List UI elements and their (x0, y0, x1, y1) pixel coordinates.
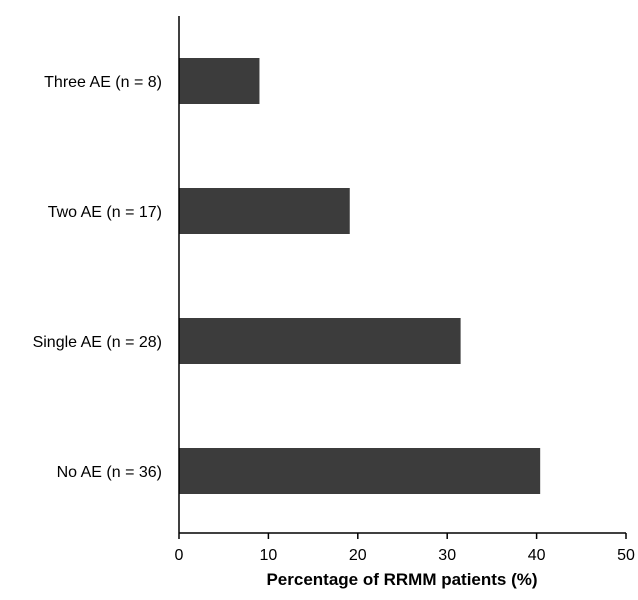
category-label-0: Three AE (n = 8) (44, 74, 162, 91)
bar-3 (179, 448, 541, 494)
x-ticks-group: 0 10 20 30 40 50 (175, 533, 635, 564)
bars-group (179, 58, 541, 494)
bar-1 (179, 188, 350, 234)
x-tick-label-4: 40 (528, 547, 546, 564)
x-tick-label-3: 30 (438, 547, 456, 564)
category-label-3: No AE (n = 36) (57, 464, 162, 481)
x-axis-title: Percentage of RRMM patients (%) (266, 570, 537, 589)
category-labels: Three AE (n = 8) Two AE (n = 17) Single AE… (33, 74, 162, 481)
x-tick-label-1: 10 (260, 547, 278, 564)
x-tick-label-5: 50 (617, 547, 635, 564)
x-tick-label-0: 0 (175, 547, 184, 564)
bar-0 (179, 58, 260, 104)
category-label-1: Two AE (n = 17) (48, 204, 162, 221)
bar-2 (179, 318, 461, 364)
x-tick-label-2: 20 (349, 547, 367, 564)
category-label-2: Single AE (n = 28) (33, 334, 162, 351)
